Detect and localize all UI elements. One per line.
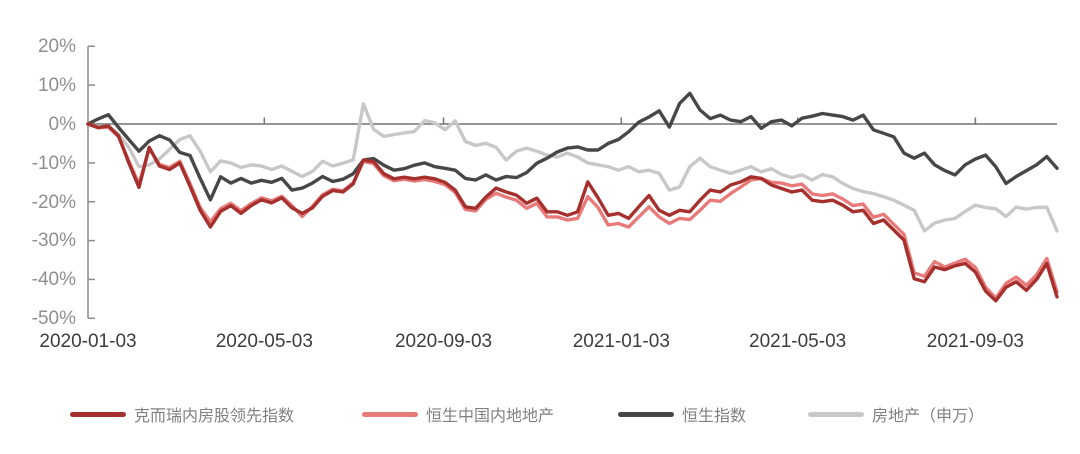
axes [87, 45, 1057, 320]
legend-label: 房地产（申万） [872, 408, 985, 425]
x-axis-tick-label: 2020-09-03 [395, 331, 492, 352]
x-axis-tick-label: 2021-09-03 [927, 331, 1024, 352]
y-axis-tick-label: -50% [32, 308, 76, 329]
y-axis-tick-label: -10% [32, 153, 76, 174]
y-axis-tick-label: 0% [49, 114, 77, 135]
y-axis-labels: 20% 10% 0% -10% -20% -30% -40% -50% [32, 36, 76, 329]
legend-swatch-sw-real-estate [808, 411, 864, 417]
legend-label: 恒生指数 [682, 408, 747, 425]
legend-label: 恒生中国内地地产 [426, 408, 555, 425]
legend-swatch-cric-leading-index [70, 411, 126, 417]
legend-item-sw-real-estate: 房地产（申万） [808, 403, 984, 425]
x-axis-tick-label: 2020-05-03 [216, 331, 313, 352]
legend: 克而瑞内房股领先指数 恒生中国内地地产 恒生指数 房地产（申万） [0, 403, 1080, 433]
series-line-cric-leading-index [86, 122, 1059, 303]
series-line-hang-seng-index [86, 91, 1059, 202]
y-axis-tick-label: 10% [38, 75, 76, 96]
legend-swatch-hs-mainland-properties [362, 411, 418, 417]
legend-item-hang-seng-index: 恒生指数 [618, 403, 746, 425]
y-axis-tick-label: -40% [32, 269, 76, 290]
series-line-sw-real-estate [86, 102, 1059, 233]
plot-area: 20% 10% 0% -10% -20% -30% -40% -50% 2020… [32, 36, 1059, 352]
x-axis-tick-label: 2021-05-03 [749, 331, 846, 352]
y-axis-tick-label: 20% [38, 36, 76, 57]
x-axis-tick-label: 2021-01-03 [573, 331, 670, 352]
legend-item-cric-leading-index: 克而瑞内房股领先指数 [70, 403, 294, 425]
y-axis-tick-label: -20% [32, 192, 76, 213]
legend-label: 克而瑞内房股领先指数 [134, 408, 295, 425]
legend-swatch-hang-seng-index [618, 411, 674, 417]
x-axis-tick-label: 2020-01-03 [39, 331, 136, 352]
legend-item-hs-mainland-properties: 恒生中国内地地产 [362, 403, 554, 425]
x-axis-labels: 2020-01-03 2020-05-03 2020-09-03 2021-01… [39, 331, 1024, 352]
y-axis-tick-label: -30% [32, 230, 76, 251]
